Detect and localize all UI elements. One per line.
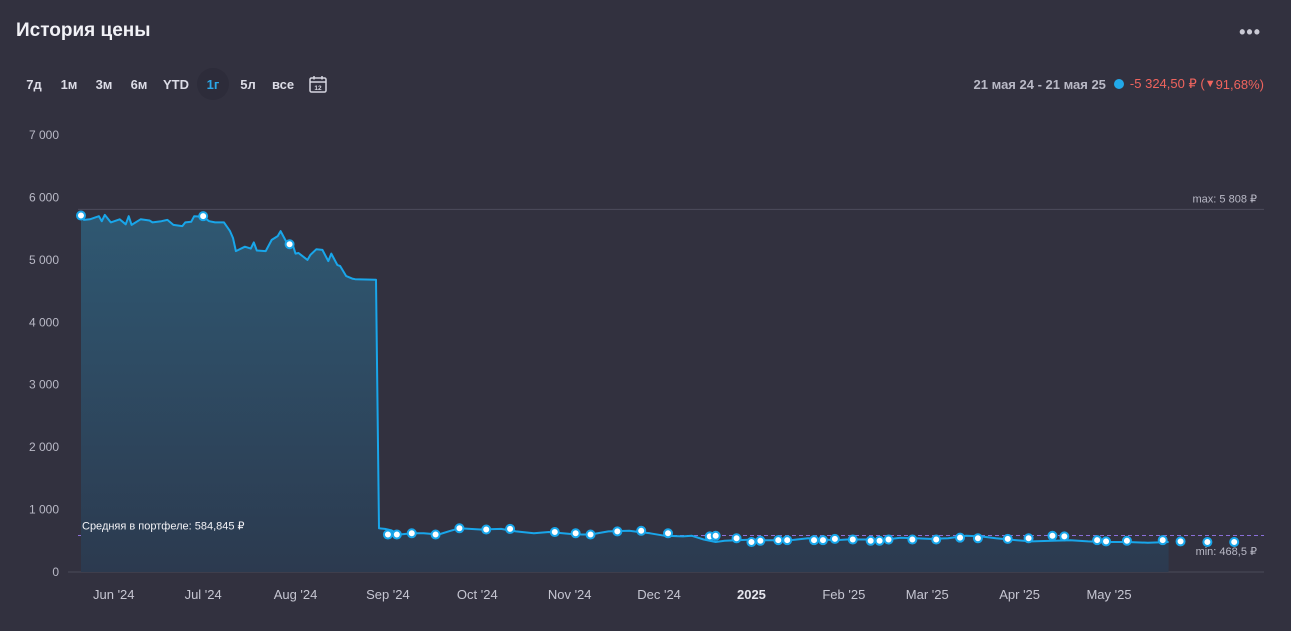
trade-marker (782, 535, 793, 546)
trade-marker (406, 528, 417, 539)
y-tick-label: 4 000 (29, 315, 59, 329)
trade-marker (972, 533, 983, 544)
trade-marker (75, 210, 86, 221)
trade-marker (817, 535, 828, 546)
period-summary: 21 мая 24 - 21 мая 25 -5 324,50 ₽ ( ▼ 91… (974, 76, 1264, 92)
x-tick-label: Mar '25 (906, 587, 949, 602)
x-tick-label: Nov '24 (548, 587, 592, 602)
price-area (81, 214, 1169, 572)
max-label: max: 5 808 ₽ (1193, 193, 1257, 205)
range-3m-button[interactable]: 3м (95, 76, 113, 92)
trade-marker (907, 534, 918, 545)
trade-marker (1092, 535, 1103, 546)
x-axis: Jun '24 Jul '24 Aug '24 Sep '24 Oct '24 Nov '… (68, 571, 1264, 602)
trade-marker (883, 534, 894, 545)
range-ytd-button[interactable]: YTD (163, 76, 189, 92)
price-change: -5 324,50 ₽ ( (1129, 76, 1205, 91)
trade-marker (1047, 530, 1058, 541)
trade-marker (1202, 537, 1213, 548)
trade-marker (430, 529, 441, 540)
x-tick-label: Sep '24 (366, 587, 410, 602)
trade-marker (1229, 537, 1240, 548)
x-tick-label: Feb '25 (822, 587, 865, 602)
trade-marker (710, 530, 721, 541)
trade-marker (1157, 535, 1168, 546)
trade-marker (612, 526, 623, 537)
trade-marker (829, 533, 840, 544)
y-tick-label: 3 000 (29, 378, 59, 392)
trade-marker (955, 532, 966, 543)
y-tick-label: 2 000 (29, 440, 59, 454)
min-label: min: 468,5 ₽ (1196, 546, 1257, 558)
y-tick-label: 6 000 (29, 190, 59, 204)
trade-marker (1121, 535, 1132, 546)
range-7d-button[interactable]: 7д (26, 76, 42, 92)
y-axis: 0 1 000 2 000 3 000 4 000 5 000 6 000 7 000 (29, 128, 59, 579)
average-label: Средняя в портфеле: 584,845 ₽ (82, 520, 245, 532)
x-tick-label: Oct '24 (457, 587, 498, 602)
down-triangle-icon: ▼ (1204, 78, 1216, 90)
range-6m-button[interactable]: 6м (130, 76, 148, 92)
trade-marker (284, 239, 295, 250)
price-change-percent: 91,68%) (1215, 76, 1264, 92)
y-tick-label: 1 000 (29, 503, 59, 517)
trade-marker (1175, 536, 1186, 547)
trade-marker (382, 529, 393, 540)
svg-text:12: 12 (315, 85, 323, 92)
trade-marker (391, 529, 402, 540)
x-tick-label: Jul '24 (185, 587, 222, 602)
range-1y-button[interactable]: 1г (197, 68, 229, 100)
trade-marker (585, 529, 596, 540)
range-1m-button[interactable]: 1м (60, 76, 78, 92)
trade-marker (874, 535, 885, 546)
trade-marker (505, 523, 516, 534)
trade-marker (809, 535, 820, 546)
trade-marker (549, 527, 560, 538)
y-tick-label: 7 000 (29, 128, 59, 142)
calendar-icon[interactable]: 12 (302, 68, 334, 100)
range-5y-button[interactable]: 5л (240, 76, 256, 92)
trade-marker (570, 528, 581, 539)
trade-marker (1101, 536, 1112, 547)
x-tick-label: May '25 (1086, 587, 1131, 602)
period-range: 21 мая 24 - 21 мая 25 (973, 76, 1106, 92)
x-tick-label: 2025 (737, 587, 766, 602)
trade-marker (481, 524, 492, 535)
trade-marker (636, 525, 647, 536)
more-options-icon[interactable]: ••• (1239, 22, 1261, 42)
trade-marker (663, 528, 674, 539)
y-tick-label: 0 (52, 565, 59, 579)
page-title: История цены (16, 20, 151, 41)
trade-markers (75, 210, 1240, 548)
trade-marker (1059, 531, 1070, 542)
trade-marker (746, 537, 757, 548)
trade-marker (198, 211, 209, 222)
trade-marker (755, 535, 766, 546)
reference-labels: max: 5 808 ₽ min: 468,5 ₽ Средняя в портфе… (82, 193, 1257, 557)
trade-marker (731, 533, 742, 544)
trade-marker (454, 523, 465, 534)
trade-marker (865, 535, 876, 546)
x-tick-label: Aug '24 (274, 587, 318, 602)
trade-marker (773, 535, 784, 546)
x-tick-label: Apr '25 (999, 587, 1040, 602)
series-dot-icon (1113, 79, 1124, 89)
x-tick-label: Jun '24 (93, 587, 135, 602)
trade-marker (1002, 533, 1013, 544)
range-all-button[interactable]: все (272, 76, 295, 92)
trade-marker (847, 534, 858, 545)
y-tick-label: 5 000 (29, 253, 59, 267)
trade-marker (1023, 533, 1034, 544)
trade-marker (931, 534, 942, 545)
range-selector: 7д 1м 3м 6м YTD 1г 5л все 12 (18, 68, 334, 100)
x-tick-label: Dec '24 (637, 587, 681, 602)
